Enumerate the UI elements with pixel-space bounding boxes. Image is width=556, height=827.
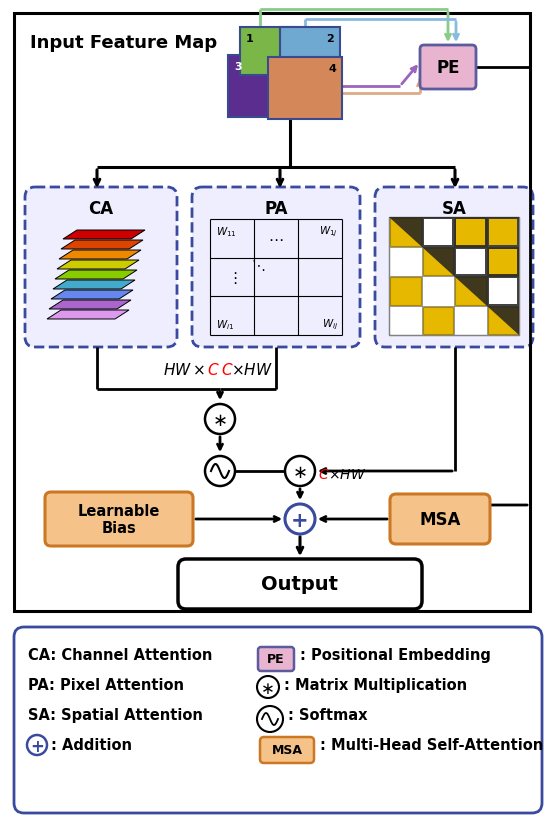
Text: $W_{ij}$: $W_{ij}$ xyxy=(322,318,338,332)
FancyBboxPatch shape xyxy=(192,188,360,347)
Bar xyxy=(14,14,530,611)
Text: $\cdots$: $\cdots$ xyxy=(269,232,284,246)
Polygon shape xyxy=(55,270,137,280)
Text: $HW \times $: $HW \times $ xyxy=(163,361,205,378)
Text: $C$: $C$ xyxy=(318,467,330,481)
FancyBboxPatch shape xyxy=(25,188,177,347)
Polygon shape xyxy=(47,311,129,319)
FancyBboxPatch shape xyxy=(45,492,193,547)
Polygon shape xyxy=(51,290,133,299)
Circle shape xyxy=(285,457,315,486)
Text: $W_{i1}$: $W_{i1}$ xyxy=(216,318,234,332)
Circle shape xyxy=(257,676,279,698)
Text: $ \times HW$: $ \times HW$ xyxy=(231,361,273,378)
Bar xyxy=(268,58,342,120)
Bar xyxy=(488,307,518,335)
Polygon shape xyxy=(59,251,141,260)
Polygon shape xyxy=(49,301,131,309)
Text: Output: Output xyxy=(261,575,339,594)
Bar xyxy=(488,248,518,275)
Bar xyxy=(228,56,300,118)
Text: MSA: MSA xyxy=(271,743,302,757)
Text: PA: Pixel Attention: PA: Pixel Attention xyxy=(28,677,184,692)
Text: $C$: $C$ xyxy=(207,361,220,378)
Text: $W_{1j}$: $W_{1j}$ xyxy=(319,225,338,239)
Text: Input Feature Map: Input Feature Map xyxy=(30,34,217,52)
Text: SA: Spatial Attention: SA: Spatial Attention xyxy=(28,707,203,722)
Text: CA: CA xyxy=(88,200,113,218)
Text: $\ddots$: $\ddots$ xyxy=(251,258,265,273)
Text: MSA: MSA xyxy=(419,510,461,528)
Bar xyxy=(456,220,484,245)
Circle shape xyxy=(205,404,235,434)
Text: CA: Channel Attention: CA: Channel Attention xyxy=(28,648,212,662)
Bar xyxy=(455,278,485,305)
FancyBboxPatch shape xyxy=(14,627,542,813)
Text: PE: PE xyxy=(267,653,285,666)
Bar xyxy=(489,249,517,275)
Text: SA: SA xyxy=(441,200,466,218)
Polygon shape xyxy=(61,241,143,250)
Bar xyxy=(389,218,519,336)
Bar xyxy=(423,307,453,335)
Polygon shape xyxy=(57,261,139,270)
Bar xyxy=(390,218,420,246)
Text: Learnable
Bias: Learnable Bias xyxy=(78,503,160,536)
Polygon shape xyxy=(63,231,145,240)
Text: $ \times HW$: $ \times HW$ xyxy=(328,467,366,481)
FancyBboxPatch shape xyxy=(258,648,294,672)
Text: ∗: ∗ xyxy=(292,463,307,481)
Text: $W_{11}$: $W_{11}$ xyxy=(216,225,237,238)
Bar xyxy=(489,249,517,275)
Polygon shape xyxy=(389,218,519,336)
Circle shape xyxy=(285,504,315,534)
Text: ∗: ∗ xyxy=(212,412,227,429)
Text: 4: 4 xyxy=(328,64,336,74)
Bar xyxy=(489,220,517,245)
Bar xyxy=(280,28,340,76)
Bar xyxy=(455,218,485,246)
Text: +: + xyxy=(30,737,44,755)
FancyBboxPatch shape xyxy=(375,188,533,347)
Text: : Multi-Head Self-Attention: : Multi-Head Self-Attention xyxy=(320,737,543,752)
FancyBboxPatch shape xyxy=(260,737,314,763)
Text: +: + xyxy=(291,510,309,530)
Polygon shape xyxy=(53,280,135,289)
Text: $\vdots$: $\vdots$ xyxy=(227,270,237,285)
Text: : Matrix Multiplication: : Matrix Multiplication xyxy=(284,677,467,692)
Bar xyxy=(456,249,484,275)
Bar xyxy=(240,28,298,76)
Text: PA: PA xyxy=(264,200,288,218)
Bar xyxy=(424,220,452,245)
Bar xyxy=(390,278,420,305)
Text: PE: PE xyxy=(436,59,460,77)
Text: $C$: $C$ xyxy=(221,361,234,378)
Circle shape xyxy=(205,457,235,486)
Text: : Addition: : Addition xyxy=(51,737,132,752)
Bar xyxy=(456,220,484,245)
Text: : Softmax: : Softmax xyxy=(288,707,368,722)
Text: 3: 3 xyxy=(234,62,242,72)
Text: 1: 1 xyxy=(246,34,254,44)
FancyBboxPatch shape xyxy=(390,495,490,544)
Bar xyxy=(489,279,517,304)
Text: : Positional Embedding: : Positional Embedding xyxy=(300,648,491,662)
Bar xyxy=(423,248,453,275)
Bar xyxy=(489,220,517,245)
Text: ∗: ∗ xyxy=(261,679,275,697)
Text: 2: 2 xyxy=(326,34,334,44)
Circle shape xyxy=(257,706,283,732)
FancyBboxPatch shape xyxy=(420,46,476,90)
Circle shape xyxy=(27,735,47,755)
FancyBboxPatch shape xyxy=(178,559,422,609)
